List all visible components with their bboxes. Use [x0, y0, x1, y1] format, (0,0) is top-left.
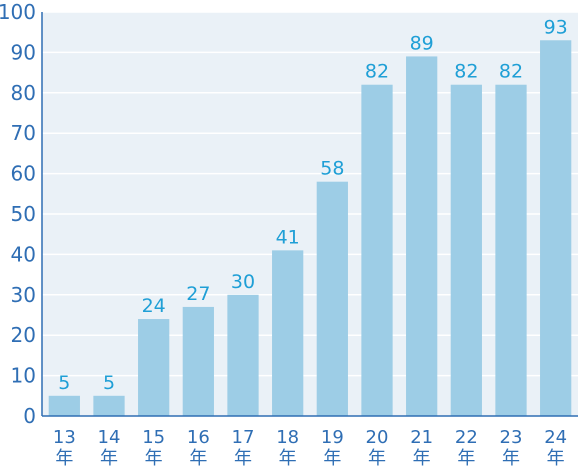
x-tick-label: 21 年	[410, 427, 433, 469]
bar	[540, 40, 572, 416]
x-tick-label: 19 年	[321, 427, 344, 469]
y-tick-label: 10	[11, 364, 36, 388]
data-label: 27	[186, 283, 210, 305]
bar	[138, 319, 170, 416]
x-tick-label: 16 年	[187, 427, 210, 469]
data-label: 41	[276, 226, 300, 248]
x-tick-label: 13 年	[53, 427, 76, 469]
x-tick-label: 15 年	[142, 427, 165, 469]
x-tick-label: 24 年	[544, 427, 567, 469]
bar	[361, 84, 393, 416]
data-label: 5	[58, 372, 70, 394]
data-label: 5	[103, 372, 115, 394]
data-label: 89	[410, 32, 434, 54]
bars-group	[48, 40, 572, 416]
bar	[93, 395, 125, 416]
x-tick-label: 20 年	[366, 427, 389, 469]
y-tick-label: 30	[11, 283, 36, 307]
y-tick-label: 50	[11, 202, 36, 226]
data-label: 82	[365, 61, 389, 83]
y-tick-label: 80	[11, 81, 36, 105]
data-label: 93	[544, 16, 568, 38]
y-tick-label: 100	[0, 0, 36, 24]
x-tick-label: 23 年	[500, 427, 523, 469]
data-labels-group: 5 5 24 27 30 41 58 82 89 82 82 93	[58, 16, 567, 394]
y-tick-label: 90	[11, 40, 36, 64]
data-label: 82	[454, 61, 478, 83]
y-tick-label: 60	[11, 162, 36, 186]
bar	[272, 250, 304, 416]
y-tick-label: 70	[11, 121, 36, 145]
bar	[227, 294, 259, 416]
x-tick-label: 14 年	[98, 427, 121, 469]
y-tick-label: 0	[23, 404, 36, 428]
data-label: 30	[231, 271, 255, 293]
bar	[182, 306, 214, 416]
bar	[450, 84, 482, 416]
y-tick-label: 20	[11, 323, 36, 347]
x-tick-label: 22 年	[455, 427, 478, 469]
data-label: 82	[499, 61, 523, 83]
bar	[495, 84, 527, 416]
y-tick-labels: 0 10 20 30 40 50 60 70 80 90 100	[0, 0, 36, 428]
bar	[48, 395, 80, 416]
bar	[406, 56, 438, 416]
x-tick-label: 18 年	[276, 427, 299, 469]
data-label: 58	[320, 158, 344, 180]
gridlines	[42, 11, 578, 377]
x-tick-label: 17 年	[232, 427, 255, 469]
y-tick-label: 40	[11, 242, 36, 266]
data-label: 24	[142, 295, 166, 317]
bar	[316, 181, 348, 416]
x-tick-labels: 13 年 14 年 15 年 16 年 17 年 18 年 19 年 20 年 21 年 22 年 23 年 24 年	[53, 427, 567, 469]
